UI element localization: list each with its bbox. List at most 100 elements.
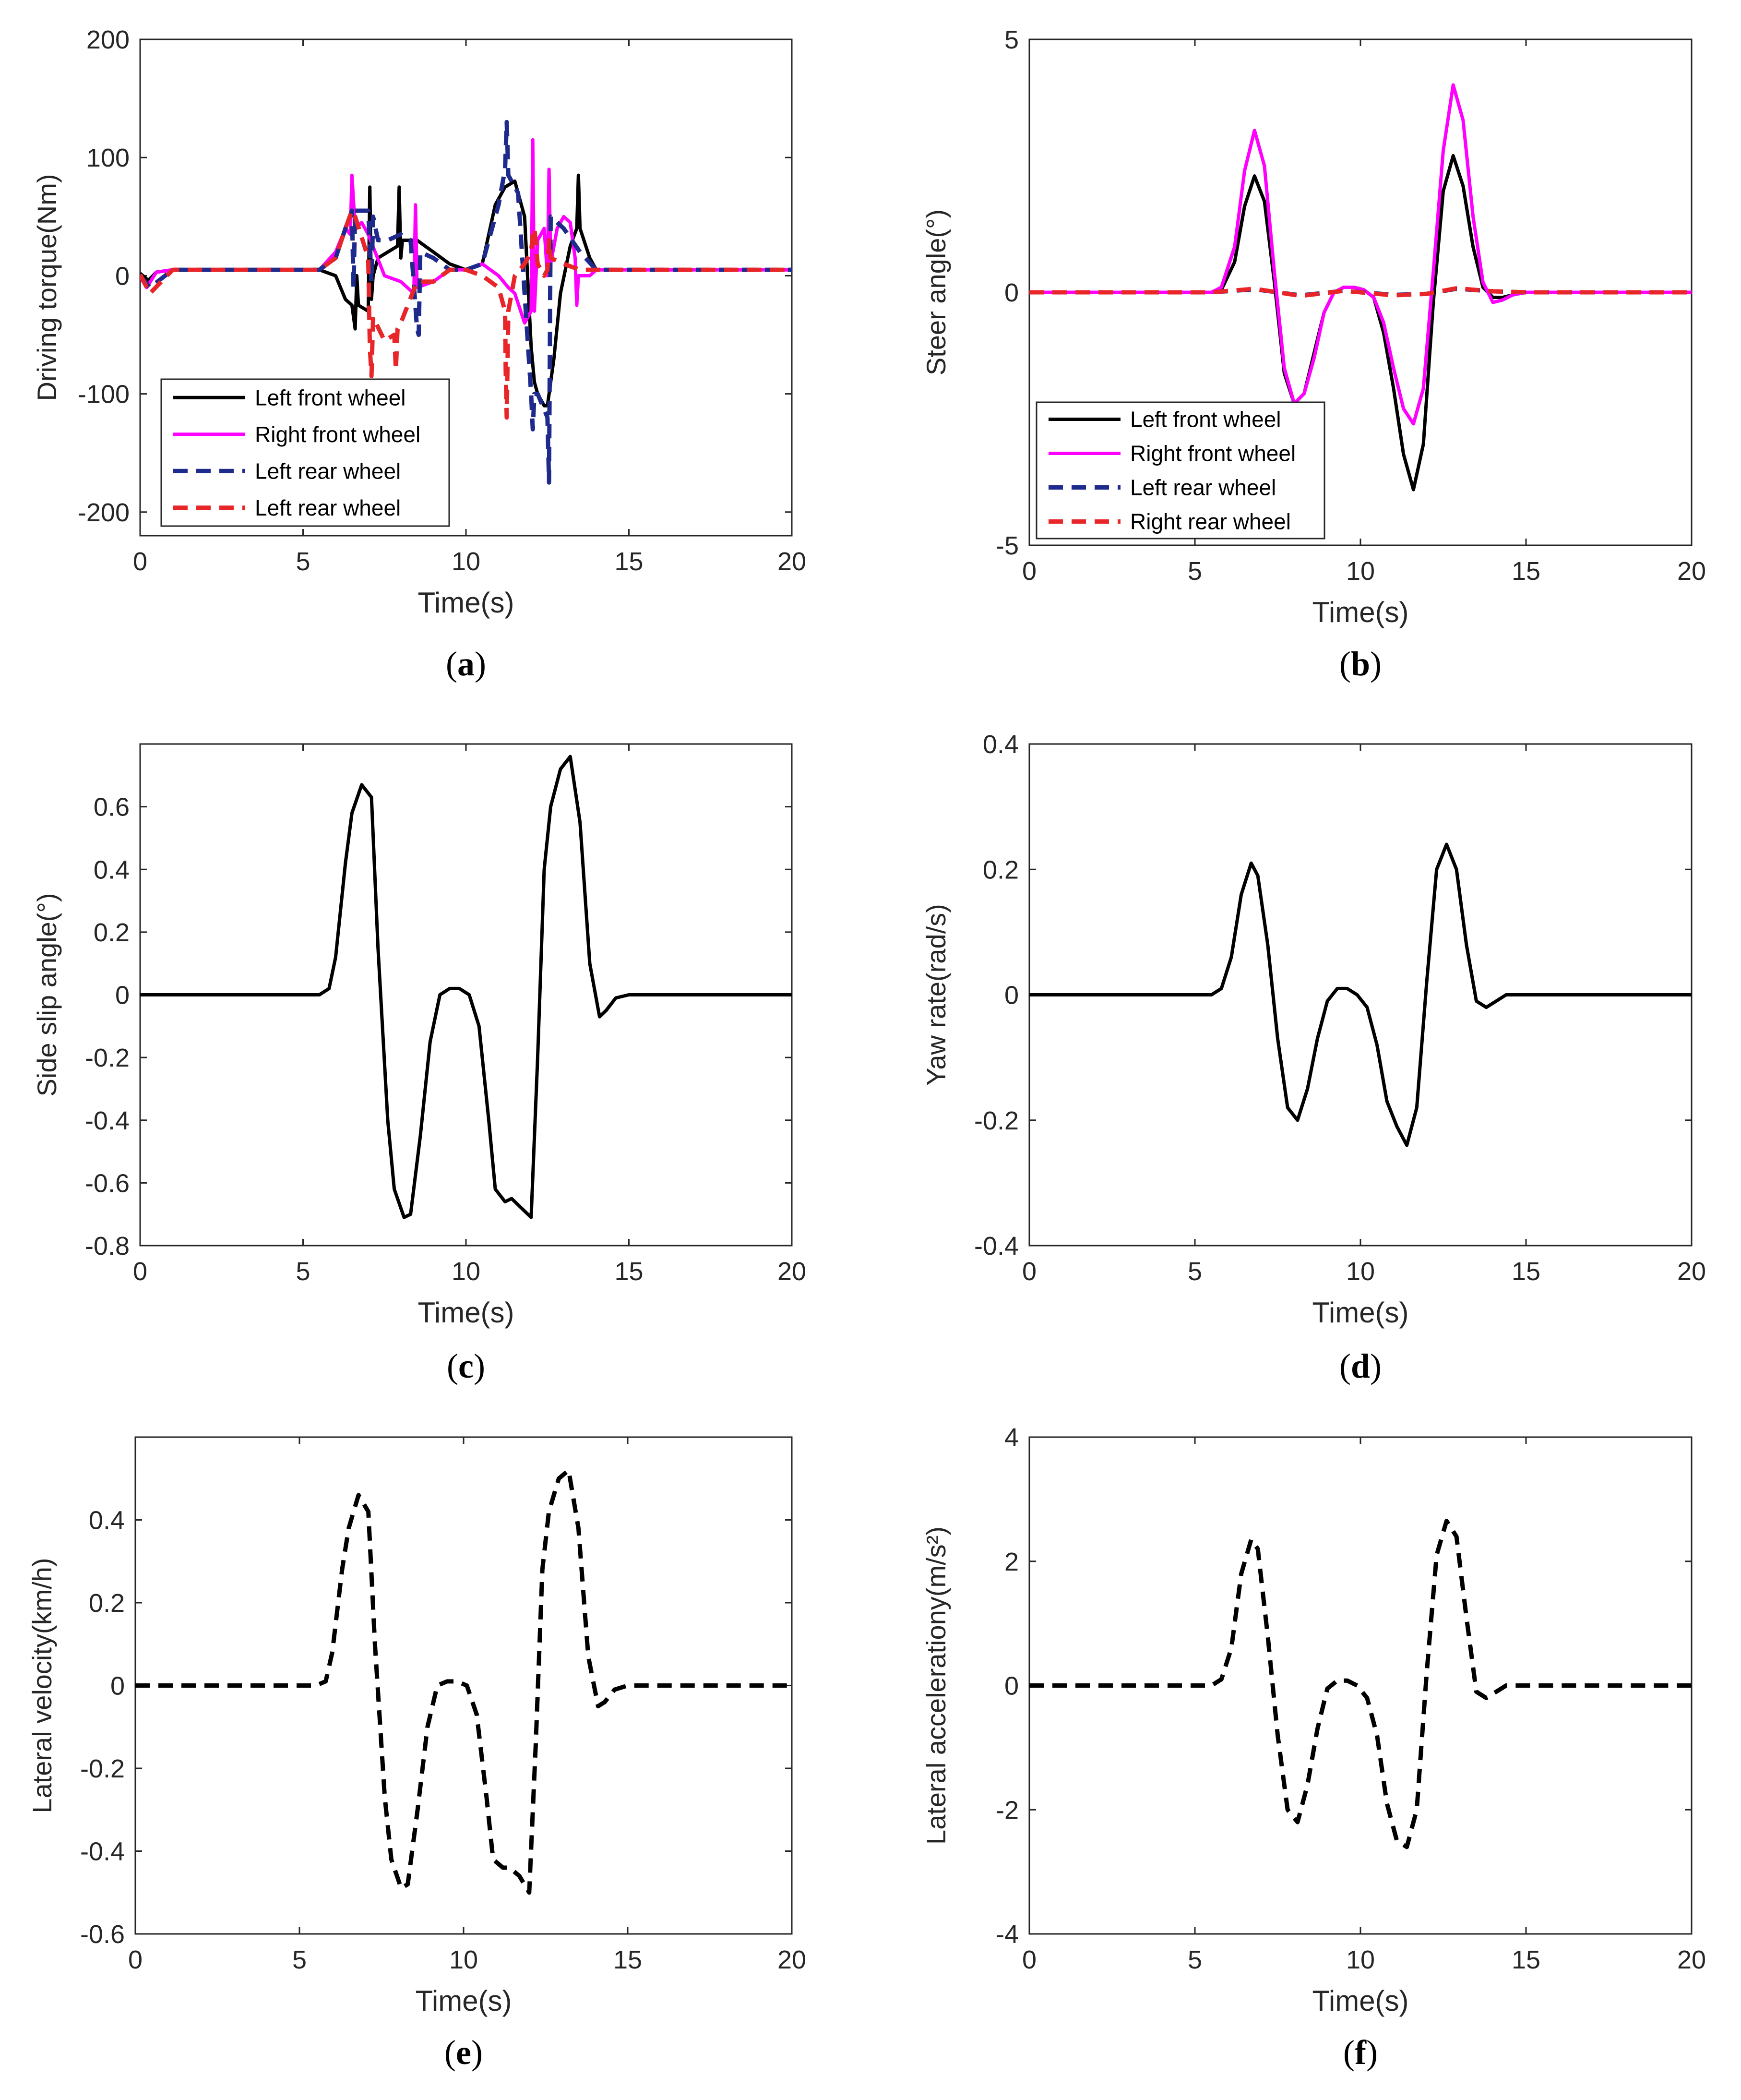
y-tick-label: 5 bbox=[1004, 25, 1019, 54]
chart-d: 0 5 10 15 20 -0.4 -0.2 0 0.2 0.4 Time(s) Yaw rate(r… bbox=[921, 730, 1706, 1385]
y-tick-label: -2 bbox=[996, 1796, 1019, 1824]
y-tick-label: -0.2 bbox=[80, 1754, 125, 1783]
x-tick-label: 0 bbox=[1022, 557, 1037, 586]
y-tick-label: -0.4 bbox=[974, 1232, 1019, 1260]
x-tick-label: 5 bbox=[1188, 1945, 1202, 1974]
y-axis-label: Yaw rate(rad/s) bbox=[921, 904, 951, 1086]
x-tick-label: 0 bbox=[133, 547, 147, 576]
x-tick-label: 10 bbox=[452, 547, 480, 576]
x-axis-label: Time(s) bbox=[417, 587, 514, 619]
x-axis-label: Time(s) bbox=[1312, 1296, 1408, 1329]
y-axis-label: Steer angle(°) bbox=[921, 209, 951, 375]
y-tick-label: -0.6 bbox=[80, 1920, 125, 1949]
x-tick-label: 15 bbox=[1512, 1945, 1540, 1974]
legend-entry: Right rear wheel bbox=[1130, 509, 1291, 534]
x-tick-label: 20 bbox=[777, 547, 806, 576]
y-axis-label: Lateral velocity(km/h) bbox=[27, 1558, 57, 1813]
chart-a: 0 5 10 15 20 -200 -100 0 100 200 Time(s) Driving to… bbox=[32, 25, 806, 683]
series-line-a-2 bbox=[140, 120, 792, 485]
panel-label: (a) bbox=[446, 645, 486, 683]
x-tick-label: 15 bbox=[1512, 1257, 1540, 1286]
x-tick-label: 20 bbox=[1677, 557, 1706, 586]
y-axis-label: Driving torque(Nm) bbox=[32, 174, 62, 401]
chart-e: 0 5 10 15 20 -0.6 -0.4 -0.2 0 0.2 0.4 Time(s) Latera… bbox=[27, 1436, 806, 2072]
y-tick-label: 0 bbox=[115, 981, 130, 1010]
legend-entry: Right front wheel bbox=[255, 422, 420, 447]
panel-label: (f) bbox=[1343, 2033, 1378, 2072]
y-tick-label: -5 bbox=[996, 531, 1019, 560]
x-tick-label: 20 bbox=[777, 1945, 806, 1974]
x-tick-label: 0 bbox=[1022, 1257, 1037, 1286]
x-tick-label: 10 bbox=[452, 1257, 480, 1286]
legend-entry: Left rear wheel bbox=[255, 495, 401, 520]
panel-label: (e) bbox=[444, 2033, 483, 2072]
y-tick-label: 0 bbox=[110, 1672, 125, 1701]
y-tick-label: 0.2 bbox=[983, 855, 1019, 884]
x-tick-label: 20 bbox=[1677, 1257, 1706, 1286]
chart-c: 0 5 10 15 20 -0.8 -0.6 -0.4 -0.2 0 0.2 0.4 0.6 Time(s… bbox=[32, 743, 806, 1385]
y-axis-label: Lateral accelerationy(m/s²) bbox=[921, 1526, 951, 1845]
y-tick-label: 0 bbox=[1004, 278, 1019, 307]
x-tick-label: 10 bbox=[449, 1945, 478, 1974]
x-tick-label: 10 bbox=[1346, 1945, 1375, 1974]
x-axis-label: Time(s) bbox=[1312, 1985, 1408, 2017]
x-tick-label: 10 bbox=[1346, 557, 1375, 586]
legend-box bbox=[160, 378, 450, 527]
y-tick-label: 0 bbox=[1004, 981, 1019, 1010]
y-tick-label: 2 bbox=[1004, 1548, 1019, 1576]
x-tick-label: 0 bbox=[128, 1945, 143, 1974]
plot-area-f bbox=[1028, 1436, 1693, 1935]
legend-entry: Right front wheel bbox=[1130, 441, 1296, 466]
series-line-a-3 bbox=[140, 208, 792, 420]
panel-label: (c) bbox=[447, 1347, 485, 1385]
panel-label: (d) bbox=[1339, 1347, 1382, 1385]
x-tick-label: 15 bbox=[614, 547, 643, 576]
y-tick-label: -0.6 bbox=[85, 1169, 130, 1198]
x-axis-label: Time(s) bbox=[1312, 596, 1408, 628]
y-tick-label: 100 bbox=[86, 144, 130, 172]
series-line-b-1 bbox=[1029, 83, 1692, 426]
x-axis-label: Time(s) bbox=[415, 1985, 512, 2017]
x-tick-label: 5 bbox=[296, 547, 310, 576]
y-tick-label: -0.4 bbox=[80, 1837, 125, 1866]
y-tick-label: 200 bbox=[86, 25, 130, 54]
series-line-b-3 bbox=[1029, 286, 1692, 298]
x-tick-label: 20 bbox=[1677, 1945, 1706, 1974]
y-tick-label: 4 bbox=[1004, 1423, 1019, 1452]
y-tick-label: -0.8 bbox=[85, 1232, 130, 1260]
series-line-d-0 bbox=[1029, 842, 1692, 1147]
legend-entry: Left rear wheel bbox=[1130, 475, 1276, 500]
y-tick-label: 0.6 bbox=[94, 793, 130, 822]
x-tick-label: 20 bbox=[777, 1257, 806, 1286]
x-tick-label: 5 bbox=[1188, 557, 1202, 586]
y-tick-label: -4 bbox=[996, 1920, 1019, 1949]
y-tick-label: 0 bbox=[1004, 1672, 1019, 1701]
legend-entry: Left rear wheel bbox=[255, 458, 401, 483]
y-tick-label: -200 bbox=[78, 498, 130, 527]
y-tick-label: -0.2 bbox=[974, 1106, 1019, 1135]
x-tick-label: 15 bbox=[614, 1257, 643, 1286]
x-tick-label: 5 bbox=[292, 1945, 307, 1974]
series-line-c-0 bbox=[140, 755, 792, 1219]
x-tick-label: 15 bbox=[1512, 557, 1540, 586]
x-tick-label: 10 bbox=[1346, 1257, 1375, 1286]
x-tick-label: 0 bbox=[1022, 1945, 1037, 1974]
y-tick-label: -0.2 bbox=[85, 1044, 130, 1072]
series-line-a-1 bbox=[140, 138, 792, 325]
y-tick-label: 0 bbox=[115, 262, 130, 290]
x-axis-label: Time(s) bbox=[417, 1296, 514, 1329]
y-tick-label: 0.4 bbox=[89, 1506, 125, 1535]
y-tick-label: -100 bbox=[78, 380, 130, 409]
y-tick-label: 0.4 bbox=[983, 730, 1019, 759]
x-tick-label: 15 bbox=[613, 1945, 642, 1974]
y-axis-label: Side slip angle(°) bbox=[32, 893, 62, 1097]
legend-box bbox=[1036, 401, 1325, 540]
x-tick-label: 5 bbox=[296, 1257, 310, 1286]
legend-entry: Left front wheel bbox=[1130, 407, 1281, 432]
series-line-f-0 bbox=[1029, 1519, 1692, 1849]
y-tick-label: 0.4 bbox=[94, 855, 130, 884]
x-tick-label: 5 bbox=[1188, 1257, 1202, 1286]
x-tick-label: 0 bbox=[133, 1257, 147, 1286]
